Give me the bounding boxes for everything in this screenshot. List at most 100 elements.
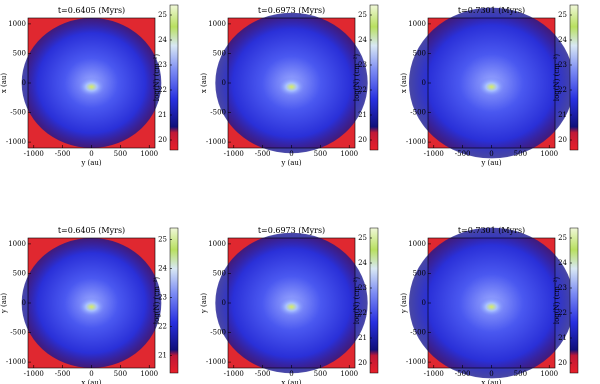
y-tick-label: 500 [413,49,426,57]
y-tick-label: -500 [10,329,26,337]
x-tick-label: -1000 [24,370,44,378]
colorbar-tick-label: 23 [158,294,167,302]
map-core [477,76,506,97]
colorbar [569,227,579,374]
colorbar-tick-label: 25 [158,236,167,244]
x-tick-label: 0 [89,150,93,158]
colorbar-tick-label: 21 [558,334,567,342]
y-axis-label: y (au) [400,293,408,315]
x-tick-label: 0 [289,370,293,378]
y-tick-label: -500 [410,329,426,337]
colorbar-tick-label: 22 [158,86,167,94]
colorbar-tick-label: 22 [358,86,367,94]
y-tick-label: 0 [222,299,226,307]
y-axis-label: x (au) [0,73,8,94]
colorbar-tick-label: 22 [358,309,367,317]
colorbar-tick-label: 20 [358,359,367,367]
x-tick-label: -500 [255,370,271,378]
x-tick-label: -1000 [424,150,444,158]
colorbar-label: log(N) (cm⁻²) [353,54,361,102]
y-axis-label: x (au) [200,73,208,94]
y-tick-label: 0 [222,79,226,87]
colorbar [369,4,379,151]
colorbar-tick-label: 25 [158,11,167,19]
x-tick-label: 500 [514,370,527,378]
y-tick-label: 0 [422,299,426,307]
y-axis-label: y (au) [200,293,208,315]
colorbar-tick-label: 25 [358,11,367,19]
y-tick-label: 1000 [8,240,26,248]
colorbar-tick-label: 24 [358,259,367,267]
colorbar-tick-label: 20 [158,136,167,144]
x-tick-label: 500 [114,150,127,158]
y-tick-label: -1000 [406,358,426,366]
colorbar-tick-label: 20 [558,136,567,144]
y-tick-label: 0 [22,79,26,87]
colorbar-tick-label: 23 [358,61,367,69]
colorbar-tick-label: 24 [558,36,567,44]
colorbar-tick-label: 23 [558,61,567,69]
y-tick-label: 500 [413,269,426,277]
colorbar-tick-label: 23 [158,61,167,69]
colorbar-label: log(N) (cm⁻²) [553,277,561,325]
x-tick-label: 1000 [540,150,558,158]
colorbar-tick-label: 25 [358,234,367,242]
y-tick-label: -1000 [206,358,226,366]
y-tick-label: 500 [13,269,26,277]
x-tick-label: 1000 [540,370,558,378]
x-tick-label: 0 [489,150,493,158]
y-tick-label: -1000 [6,358,26,366]
y-tick-label: -1000 [6,138,26,146]
colorbar-label: log(N) (cm⁻²) [553,54,561,102]
colorbar-tick-label: 24 [158,36,167,44]
x-axis-label: x (au) [81,379,102,384]
colorbar-tick-label: 20 [358,136,367,144]
x-tick-label: 1000 [340,370,358,378]
x-tick-label: -500 [255,150,271,158]
colorbar-tick-label: 21 [158,352,167,360]
x-tick-label: -500 [455,150,471,158]
y-tick-label: -500 [210,109,226,117]
x-tick-label: 1000 [340,150,358,158]
colorbar-tick-label: 22 [558,86,567,94]
y-tick-label: 0 [22,299,26,307]
x-tick-label: 500 [314,150,327,158]
x-axis-label: y (au) [280,159,302,167]
y-tick-label: -500 [210,329,226,337]
y-tick-label: 1000 [208,20,226,28]
x-tick-label: 500 [114,370,127,378]
map-core [77,76,106,97]
x-axis-label: x (au) [481,379,502,384]
x-tick-label: 1000 [140,150,158,158]
colorbar-tick-label: 21 [358,111,367,119]
panel-title: t=0.7301 (Myrs) [458,226,525,235]
panel-title: t=0.6973 (Myrs) [258,226,325,235]
colorbar-tick-label: 23 [358,284,367,292]
colorbar-label: log(N) (cm⁻²) [353,277,361,325]
colorbar [369,227,379,374]
colorbar-tick-label: 20 [558,359,567,367]
x-tick-label: 0 [289,150,293,158]
panel-title: t=0.6405 (Myrs) [58,226,125,235]
colorbar-tick-label: 21 [158,111,167,119]
map-core [77,296,106,317]
y-axis-label: x (au) [400,73,408,94]
colorbar-tick-label: 21 [558,111,567,119]
y-tick-label: 1000 [408,20,426,28]
x-axis-label: y (au) [480,159,502,167]
y-tick-label: -1000 [406,138,426,146]
y-tick-label: -500 [410,109,426,117]
y-tick-label: 500 [13,49,26,57]
map-core [477,296,506,317]
x-tick-label: 1000 [140,370,158,378]
y-tick-label: -1000 [206,138,226,146]
colorbar [169,4,179,151]
colorbar-tick-label: 24 [358,36,367,44]
y-tick-label: 500 [213,49,226,57]
colorbar-tick-label: 22 [158,323,167,331]
colorbar-tick-label: 24 [558,259,567,267]
x-tick-label: 500 [314,370,327,378]
x-tick-label: -500 [455,370,471,378]
x-axis-label: x (au) [281,379,302,384]
